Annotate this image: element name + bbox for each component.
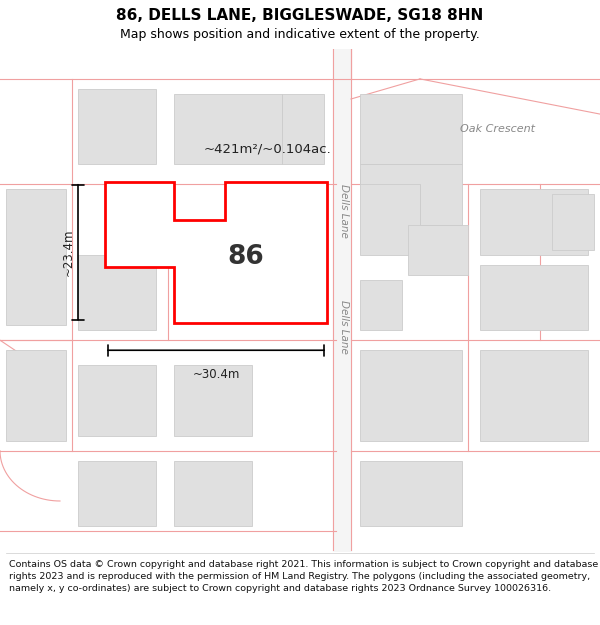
Bar [360, 94, 462, 164]
Bar [6, 350, 66, 441]
Bar [78, 366, 156, 436]
Bar [552, 194, 594, 250]
Text: ~421m²/~0.104ac.: ~421m²/~0.104ac. [204, 142, 332, 156]
Bar [360, 169, 420, 255]
Bar [480, 350, 588, 441]
Text: Dells Lane: Dells Lane [339, 300, 349, 354]
Bar [480, 189, 588, 255]
Bar [480, 265, 588, 330]
Bar [282, 94, 324, 164]
Bar [174, 461, 252, 526]
Bar [174, 366, 252, 436]
Polygon shape [105, 182, 327, 322]
Text: Contains OS data © Crown copyright and database right 2021. This information is : Contains OS data © Crown copyright and d… [9, 560, 598, 592]
Bar [78, 461, 156, 526]
Bar [408, 224, 468, 275]
Text: Oak Crescent: Oak Crescent [461, 124, 536, 134]
Text: ~30.4m: ~30.4m [193, 368, 239, 381]
Text: ~23.4m: ~23.4m [62, 229, 75, 276]
Bar [78, 255, 156, 330]
Text: Dells Lane: Dells Lane [339, 184, 349, 238]
Bar [78, 89, 156, 164]
Text: Map shows position and indicative extent of the property.: Map shows position and indicative extent… [120, 28, 480, 41]
Polygon shape [360, 164, 462, 224]
Bar [174, 94, 282, 164]
Bar [360, 280, 402, 330]
Text: 86: 86 [227, 244, 265, 270]
Text: 86, DELLS LANE, BIGGLESWADE, SG18 8HN: 86, DELLS LANE, BIGGLESWADE, SG18 8HN [116, 8, 484, 23]
Bar [360, 350, 462, 441]
Bar [360, 461, 462, 526]
Bar [6, 189, 66, 325]
